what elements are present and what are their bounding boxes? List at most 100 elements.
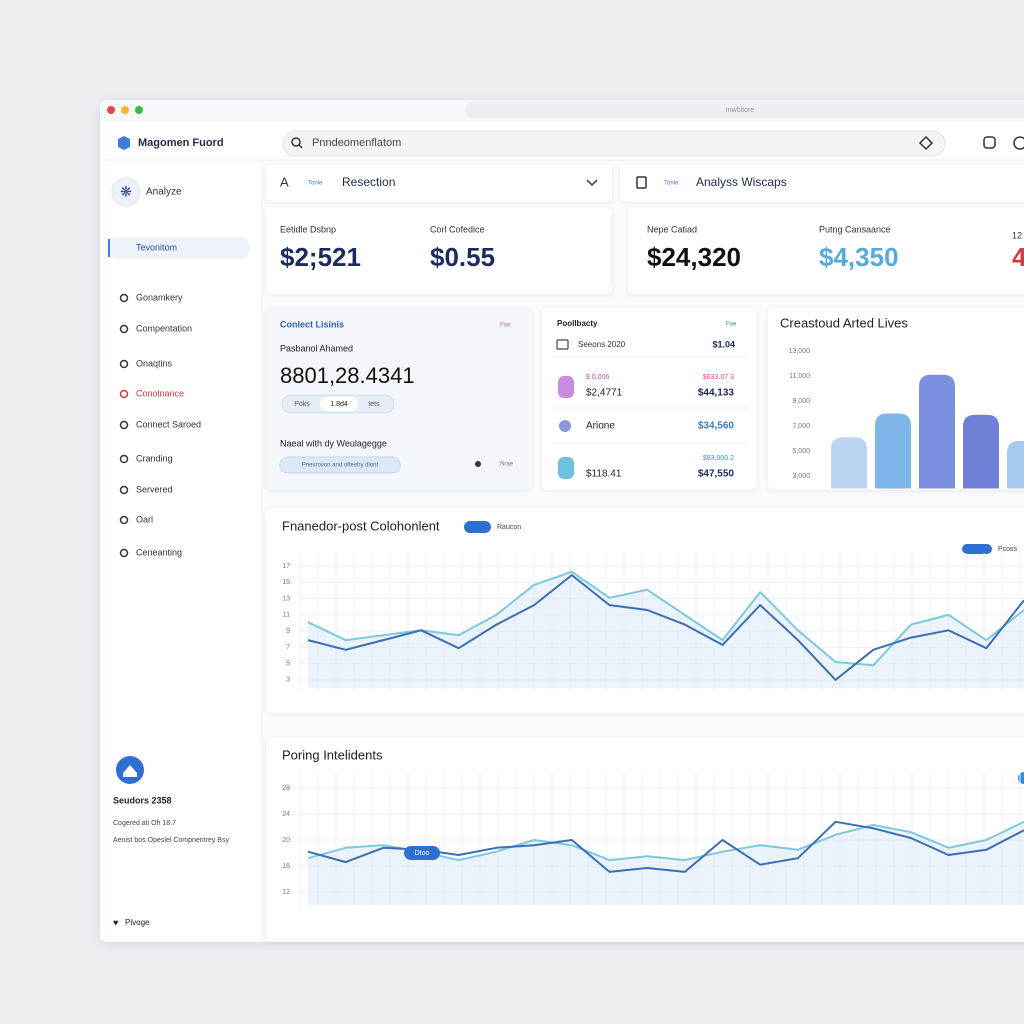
nav-selected[interactable] — [108, 237, 250, 259]
search-icon — [291, 137, 301, 147]
legend-chip[interactable] — [962, 544, 992, 554]
row-sub: $83,000.2 — [703, 455, 734, 462]
nav-top[interactable]: Analyze — [146, 187, 182, 198]
y-tick-label: 7,000 — [792, 423, 810, 430]
nav-icon — [119, 293, 129, 303]
card — [628, 207, 1024, 294]
heart-icon: ♥ — [113, 917, 118, 927]
analyze-icon[interactable] — [111, 177, 141, 207]
nav-icon — [119, 515, 129, 525]
y-tick-label: 9,000 — [792, 398, 810, 405]
header-icon[interactable] — [1013, 136, 1024, 150]
header-icon[interactable] — [983, 136, 996, 149]
kpi-value: $0.55 — [430, 242, 495, 272]
y-tick-label: 13,000 — [789, 348, 811, 355]
nav-item[interactable]: Cranding — [136, 453, 173, 463]
action-dot[interactable] — [475, 461, 481, 467]
legend-chip[interactable] — [464, 521, 491, 533]
footer-title[interactable]: Seudors 2358 — [113, 795, 172, 805]
bar — [1007, 441, 1024, 489]
footer-line[interactable]: Aenist bos Opeslel Compnentrey Bsy — [113, 837, 229, 844]
nav-item[interactable]: Servered — [136, 484, 173, 494]
pill-selected[interactable] — [320, 397, 358, 411]
row-icon — [556, 339, 569, 350]
row-label: Seeons 2020 — [578, 340, 626, 349]
chevron[interactable] — [586, 179, 598, 187]
nav-item[interactable]: Gonamkery — [136, 292, 183, 302]
dropdown-tag[interactable]: Tonle — [308, 181, 323, 187]
dropdown-tag[interactable]: Tonle — [664, 181, 679, 187]
row-label: Arione — [586, 421, 615, 432]
card-tag: Foe — [726, 322, 737, 328]
row-icon — [559, 420, 571, 432]
y-tick-label: 5,000 — [792, 448, 810, 455]
nav-item[interactable]: Conolnance — [136, 388, 184, 398]
dropdown-icon — [636, 176, 647, 189]
nav-item[interactable]: Connect Saroed — [136, 419, 201, 429]
card — [266, 308, 532, 490]
nav-item[interactable]: Compentation — [136, 323, 192, 333]
nav-item[interactable]: Onaqtins — [136, 358, 173, 368]
kpi-label: 12 — [1012, 230, 1022, 240]
chip[interactable] — [279, 456, 401, 474]
chart-title: Creastoud Arted Lives — [780, 315, 908, 330]
legend-text: Dtoo — [415, 850, 430, 857]
contact-subtitle: Naeal with dy Weulagegge — [280, 438, 387, 448]
y-tick-label: 9 — [286, 628, 290, 635]
chip-text: Pnesrovon and ofteohy dlont — [302, 463, 379, 469]
nav-icon — [119, 389, 129, 399]
y-tick-label: 20 — [282, 837, 290, 844]
y-tick-label: 3 — [286, 677, 290, 684]
nav-item[interactable]: Oarl — [136, 514, 153, 524]
nav-icon — [119, 548, 129, 558]
nav-icon — [119, 324, 129, 334]
address-bar[interactable] — [465, 102, 1024, 118]
kpi-label: Putng Cansaance — [819, 224, 891, 234]
close-dot[interactable] — [107, 106, 115, 114]
nav-selected-label[interactable]: Tevonitom — [136, 242, 177, 252]
legend-text: Raucon — [497, 524, 521, 531]
dropdown-label[interactable]: Analyss Wiscaps — [696, 175, 787, 189]
y-tick-label: 24 — [282, 811, 290, 818]
legend-text: Pcoss — [998, 546, 1018, 553]
pill-segment: Poks — [294, 401, 310, 408]
dropdown-label[interactable]: Resection — [342, 175, 395, 189]
kpi-value: $4,350 — [819, 242, 899, 272]
card-title: Poollbacty — [557, 319, 598, 328]
kpi-label: Corl Cofedice — [430, 224, 485, 234]
card-tag: Foe — [500, 323, 511, 329]
nav-item[interactable]: Ceneanting — [136, 547, 182, 557]
footer-link[interactable]: Pivoge — [125, 918, 150, 927]
legend-chip[interactable] — [404, 846, 440, 860]
minimize-dot[interactable] — [121, 106, 129, 114]
row-value: $47,550 — [698, 469, 735, 480]
contact-value: 8801,28.4341 — [280, 363, 415, 388]
card — [620, 165, 1024, 202]
nav-icon — [119, 454, 129, 464]
search-text: Pnndeomenflatom — [312, 137, 401, 149]
chart-title: Poring Intelidents — [282, 747, 383, 762]
search-action[interactable] — [918, 135, 934, 151]
row-value: $34,560 — [698, 421, 735, 432]
row-icon — [558, 457, 574, 479]
contact-name: Pasbanol Ahamed — [280, 343, 353, 353]
search-box[interactable] — [282, 130, 946, 157]
kpi-label: Eetidle Dsbnp — [280, 224, 336, 234]
footer-line[interactable]: Cogered ati Oh 18.7 — [113, 820, 176, 827]
brand-logo[interactable] — [118, 136, 130, 150]
kpi-value: $2;521 — [280, 242, 361, 272]
y-tick-label: 13 — [282, 595, 290, 602]
card — [542, 308, 757, 490]
kpi-label: Nepe Catiad — [647, 224, 697, 234]
line — [307, 574, 1024, 681]
y-tick-label: 11,000 — [789, 373, 810, 380]
row-sub: $ 0.006 — [586, 374, 609, 381]
bar — [963, 414, 999, 489]
card-title: Conlect Lisinis — [280, 319, 344, 329]
maximize-dot[interactable] — [135, 106, 143, 114]
bar — [919, 374, 955, 489]
analyze-glyph: ❋ — [120, 184, 132, 200]
nav-icon — [119, 359, 129, 369]
row-sub: $633.07 3 — [703, 374, 734, 381]
kpi-value: $24,320 — [647, 242, 741, 272]
